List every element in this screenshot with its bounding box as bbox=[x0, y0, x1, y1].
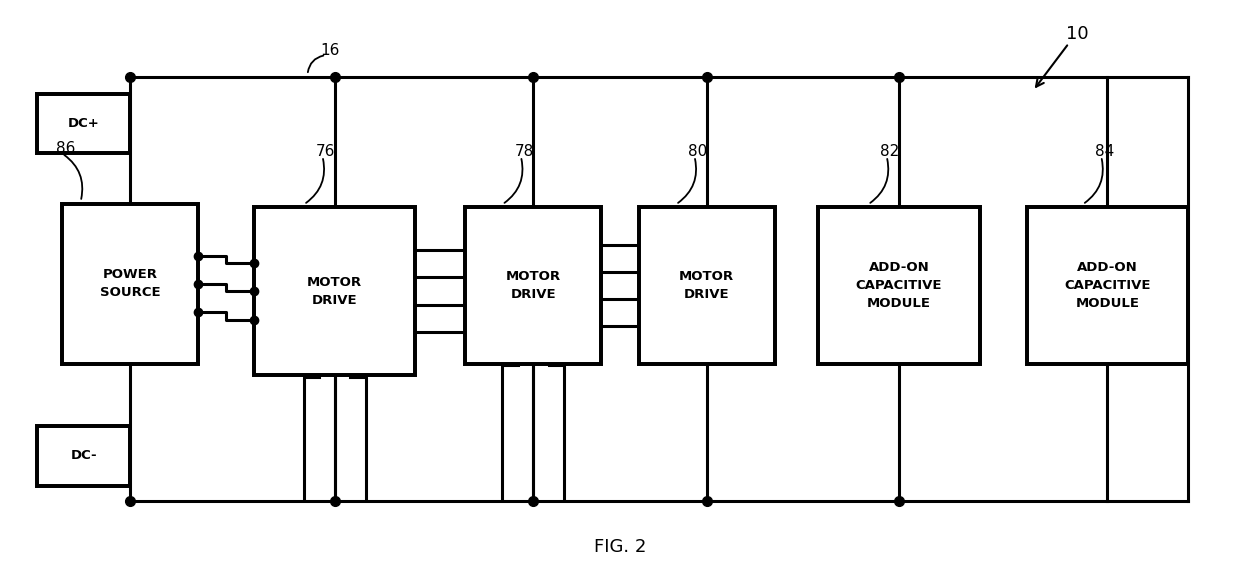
Text: DC+: DC+ bbox=[68, 117, 99, 130]
Text: POWER
SOURCE: POWER SOURCE bbox=[100, 269, 160, 299]
Bar bbox=[254, 207, 415, 375]
Bar bbox=[1027, 207, 1188, 364]
Text: 82: 82 bbox=[880, 144, 900, 159]
Bar bbox=[465, 207, 601, 364]
Text: MOTOR
DRIVE: MOTOR DRIVE bbox=[308, 275, 362, 307]
Text: MOTOR
DRIVE: MOTOR DRIVE bbox=[506, 270, 560, 301]
Text: 10: 10 bbox=[1066, 24, 1089, 43]
Text: ADD-ON
CAPACITIVE
MODULE: ADD-ON CAPACITIVE MODULE bbox=[1064, 261, 1151, 310]
Bar bbox=[62, 204, 198, 364]
Text: 78: 78 bbox=[515, 144, 534, 159]
Text: 76: 76 bbox=[316, 144, 336, 159]
Bar bbox=[639, 207, 775, 364]
Bar bbox=[37, 426, 130, 486]
Text: FIG. 2: FIG. 2 bbox=[594, 537, 646, 556]
Text: 84: 84 bbox=[1095, 144, 1115, 159]
Bar bbox=[818, 207, 980, 364]
Text: 16: 16 bbox=[320, 43, 340, 58]
Bar bbox=[37, 94, 130, 153]
Text: MOTOR
DRIVE: MOTOR DRIVE bbox=[680, 270, 734, 301]
Text: ADD-ON
CAPACITIVE
MODULE: ADD-ON CAPACITIVE MODULE bbox=[856, 261, 942, 310]
Text: DC-: DC- bbox=[71, 449, 97, 462]
Text: 80: 80 bbox=[688, 144, 708, 159]
Text: 86: 86 bbox=[56, 141, 76, 156]
